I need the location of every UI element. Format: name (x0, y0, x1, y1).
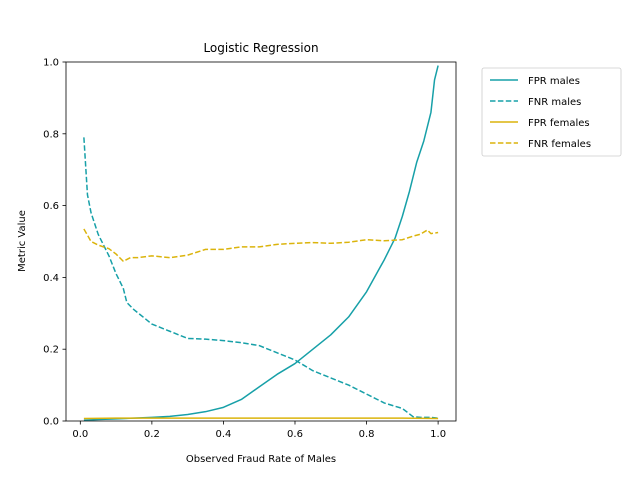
x-tick-label: 0.2 (144, 429, 160, 440)
y-axis-label: Metric Value (17, 210, 28, 272)
plot-frame (65, 61, 457, 422)
legend-label-1: FNR males (528, 97, 581, 108)
x-tick-label: 1.0 (430, 429, 446, 440)
series-line-0 (83, 65, 439, 422)
x-axis-label: Observed Fraud Rate of Males (186, 454, 336, 465)
y-tick-label: 0.0 (43, 417, 59, 428)
series-line-1 (83, 137, 439, 419)
x-axis: 0.0 0.2 0.4 0.6 0.8 1.0 (72, 421, 446, 440)
y-tick-label: 0.6 (43, 201, 59, 212)
y-tick-label: 0.4 (43, 273, 59, 284)
plot-area (65, 61, 457, 422)
legend-label-2: FPR females (528, 118, 590, 129)
legend-box (481, 67, 622, 157)
y-tick-label: 1.0 (43, 58, 59, 69)
series-line-3 (83, 228, 439, 262)
y-tick-label: 0.2 (43, 345, 59, 356)
y-tick-label: 0.8 (43, 129, 59, 140)
x-tick-label: 0.8 (359, 429, 375, 440)
y-axis: 0.0 0.2 0.4 0.6 0.8 1.0 (43, 58, 66, 428)
legend-label-3: FNR females (528, 139, 591, 150)
x-tick-label: 0.6 (287, 429, 303, 440)
chart-title: Logistic Regression (203, 41, 318, 55)
x-tick-label: 0.0 (72, 429, 88, 440)
legend: FPR males FNR males FPR females FNR females (481, 67, 622, 157)
x-tick-label: 0.4 (215, 429, 231, 440)
legend-label-0: FPR males (528, 76, 580, 87)
